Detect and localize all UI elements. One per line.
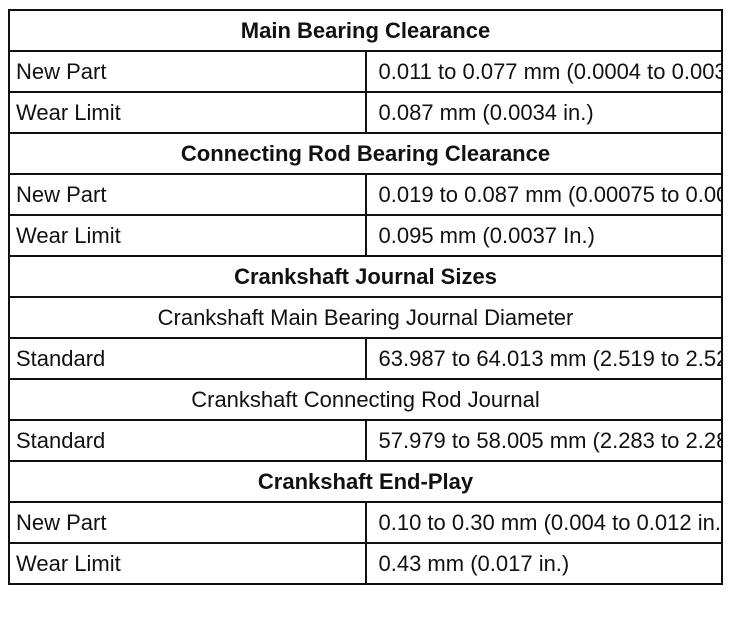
section-header-row: Crankshaft End-Play — [8, 460, 723, 503]
section-title: Crankshaft Journal Sizes — [8, 255, 723, 298]
table-row: Wear Limit 0.095 mm (0.0037 In.) — [8, 214, 723, 257]
row-value: 63.987 to 64.013 mm (2.519 to 2.520 in.) — [364, 337, 723, 380]
table-row: New Part 0.019 to 0.087 mm (0.00075 to 0.… — [8, 173, 723, 216]
row-value: 0.43 mm (0.017 in.) — [364, 542, 723, 585]
subsection-title: Crankshaft Main Bearing Journal Diameter — [8, 296, 723, 339]
subsection-header-row: Crankshaft Connecting Rod Journal — [8, 378, 723, 421]
subsection-header-row: Crankshaft Main Bearing Journal Diameter — [8, 296, 723, 339]
section-title: Crankshaft End-Play — [8, 460, 723, 503]
row-label: New Part — [8, 50, 367, 93]
row-label: New Part — [8, 173, 367, 216]
row-value: 0.087 mm (0.0034 in.) — [364, 91, 723, 134]
section-title: Main Bearing Clearance — [8, 9, 723, 52]
section-header-row: Main Bearing Clearance — [8, 9, 723, 52]
table-row: Wear Limit 0.087 mm (0.0034 in.) — [8, 91, 723, 134]
section-header-row: Connecting Rod Bearing Clearance — [8, 132, 723, 175]
row-value: 0.095 mm (0.0037 In.) — [364, 214, 723, 257]
row-value: 57.979 to 58.005 mm (2.283 to 2.284 in.) — [364, 419, 723, 462]
subsection-title: Crankshaft Connecting Rod Journal — [8, 378, 723, 421]
table-row: Standard 63.987 to 64.013 mm (2.519 to 2.… — [8, 337, 723, 380]
row-value: 0.10 to 0.30 mm (0.004 to 0.012 in.) — [364, 501, 723, 544]
row-label: Standard — [8, 337, 367, 380]
row-label: Wear Limit — [8, 214, 367, 257]
row-value: 0.011 to 0.077 mm (0.0004 to 0.003 in.) — [364, 50, 723, 93]
table-row: Wear Limit 0.43 mm (0.017 in.) — [8, 542, 723, 585]
table-row: New Part 0.10 to 0.30 mm (0.004 to 0.012 … — [8, 501, 723, 544]
row-label: Wear Limit — [8, 542, 367, 585]
section-title: Connecting Rod Bearing Clearance — [8, 132, 723, 175]
row-label: New Part — [8, 501, 367, 544]
row-value: 0.019 to 0.087 mm (0.00075 to 0.0034 in.… — [364, 173, 723, 216]
specifications-table: Main Bearing Clearance New Part 0.011 to … — [8, 9, 723, 585]
row-label: Standard — [8, 419, 367, 462]
table-row: Standard 57.979 to 58.005 mm (2.283 to 2.… — [8, 419, 723, 462]
row-label: Wear Limit — [8, 91, 367, 134]
table-row: New Part 0.011 to 0.077 mm (0.0004 to 0.0… — [8, 50, 723, 93]
section-header-row: Crankshaft Journal Sizes — [8, 255, 723, 298]
